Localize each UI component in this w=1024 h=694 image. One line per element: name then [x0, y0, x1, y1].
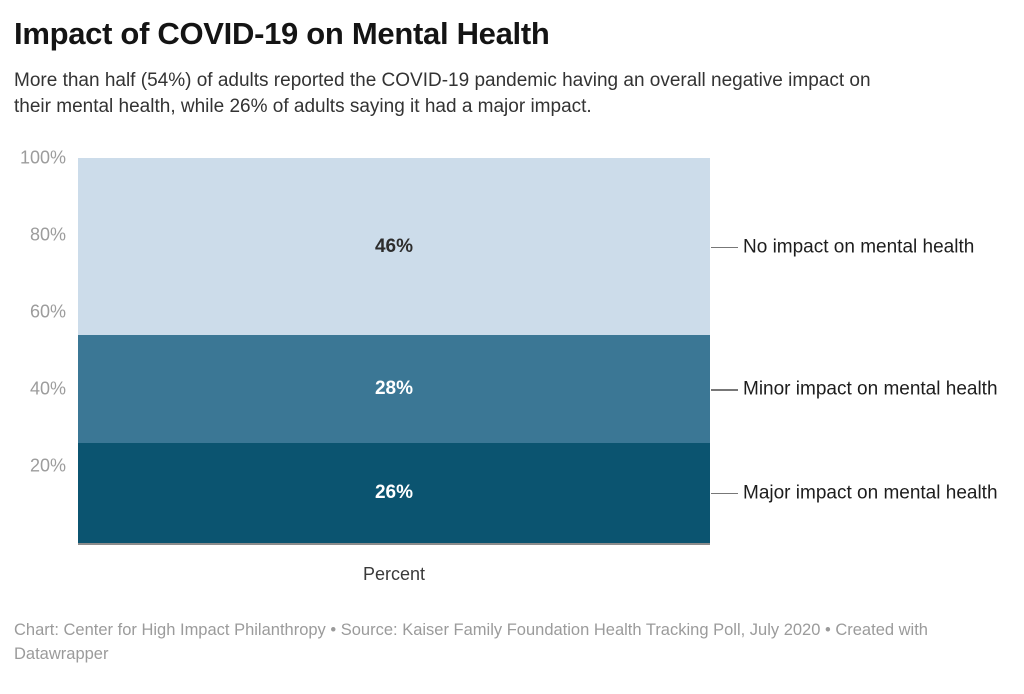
y-tick-80: 80%: [29, 224, 66, 245]
y-tick-40: 40%: [29, 378, 66, 399]
segment-value-label: 26%: [374, 481, 414, 503]
bar-segment-minor-impact-on-mental-health: 28%: [78, 335, 710, 443]
chart-title: Impact of COVID-19 on Mental Health: [14, 16, 550, 51]
x-axis-label: Percent: [362, 564, 426, 584]
stacked-bar: 46% 28% 26%: [78, 158, 710, 543]
y-tick-100: 100%: [19, 147, 66, 168]
annotation-connector-line: [711, 246, 738, 249]
series-label-minor-impact-on-mental-health: Minor impact on mental health: [743, 378, 998, 400]
annotation-connector-line: [711, 492, 738, 495]
y-tick-20: 20%: [29, 455, 66, 476]
series-label-no-impact-on-mental-health: No impact on mental health: [743, 236, 975, 258]
y-tick-60: 60%: [29, 301, 66, 322]
chart-subtitle: More than half (54%) of adults reported …: [14, 70, 871, 117]
series-label-major-impact-on-mental-health: Major impact on mental health: [743, 482, 998, 504]
bar-segment-no-impact-on-mental-health: 46%: [78, 158, 710, 336]
bar-segment-major-impact-on-mental-health: 26%: [78, 442, 710, 543]
segment-value-label: 46%: [374, 235, 414, 257]
annotation-connector-line: [711, 389, 738, 391]
footer-attribution: Chart: Center for High Impact Philanthro…: [14, 621, 928, 663]
x-axis-baseline: [78, 543, 710, 545]
segment-value-label: 28%: [374, 377, 414, 399]
